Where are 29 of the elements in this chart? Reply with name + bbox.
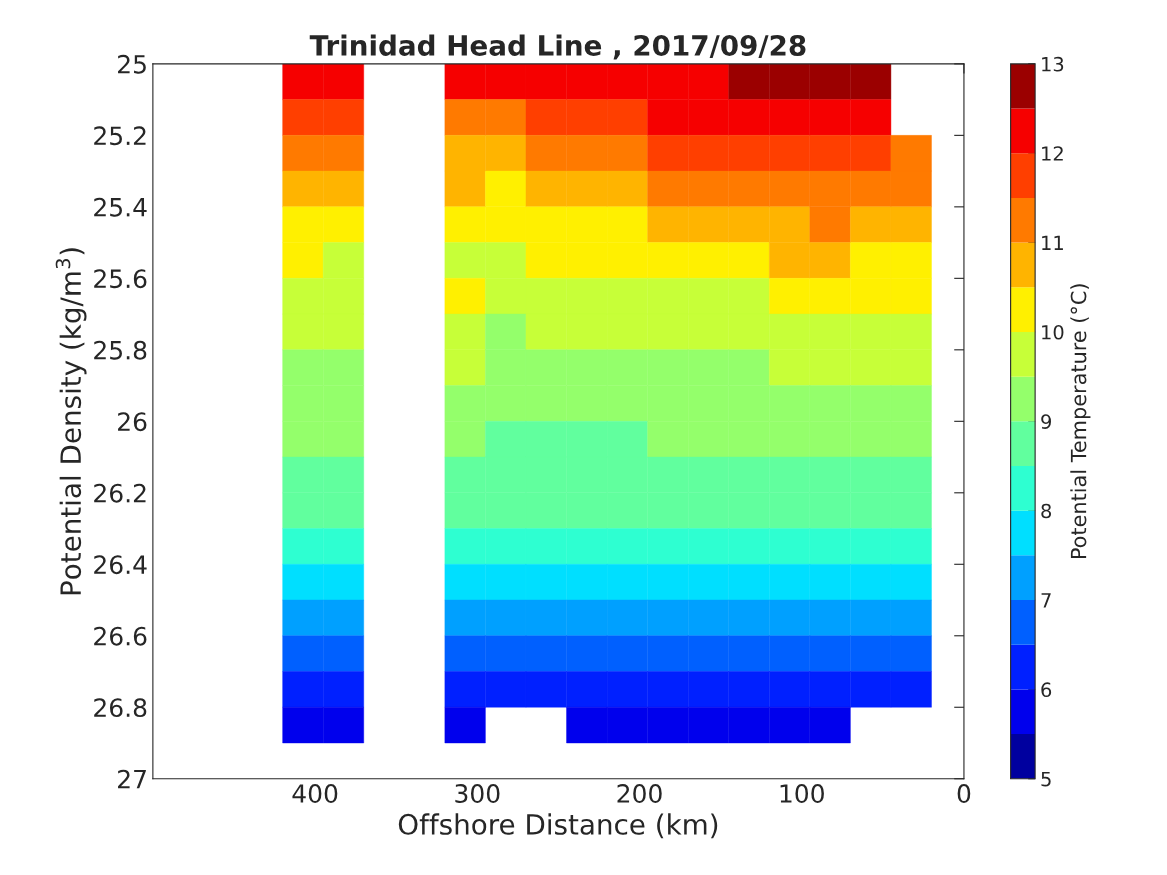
x-axis-title: Offshore Distance (km) [398,813,718,839]
y-tick-label: 27 [118,769,146,789]
x-tick-label: 200 [617,784,662,803]
color-bar-label: 6 [1041,682,1052,698]
x-tick-label: 300 [455,784,500,803]
color-bar-title: Potential Temperature (°C) [1070,284,1091,559]
y-tick-label: 25.2 [94,126,146,146]
color-bar-label: 13 [1042,56,1064,72]
color-bar-label: 11 [1042,235,1063,250]
y-tick-label: 26.6 [94,626,147,646]
color-bar-label: 5 [1041,771,1051,787]
x-tick-label: 0 [957,784,971,803]
y-tick-label: 26.2 [94,483,146,503]
color-bar-label: 9 [1041,414,1051,429]
y-tick-label: 26 [118,412,147,432]
color-bar-label: 10 [1042,324,1064,340]
color-bar-label: 12 [1042,146,1063,161]
y-axis-title: Potential Density (kg/m$^{3}$) [55,248,87,595]
x-tick-label: 100 [780,784,824,803]
y-tick-label: 25.4 [94,197,147,217]
chart-title: Trinidad Head Line , 2017/09/28 [309,34,806,60]
color-bar-label: 8 [1041,503,1052,519]
y-tick-label: 26.4 [94,555,147,575]
y-tick-label: 25.6 [94,269,147,289]
y-tick-label: 25.8 [94,340,147,360]
x-tick-label: 400 [292,784,338,803]
y-tick-label: 26.8 [94,698,147,718]
y-tick-label: 25 [118,54,146,74]
color-bar-label: 7 [1041,593,1051,608]
